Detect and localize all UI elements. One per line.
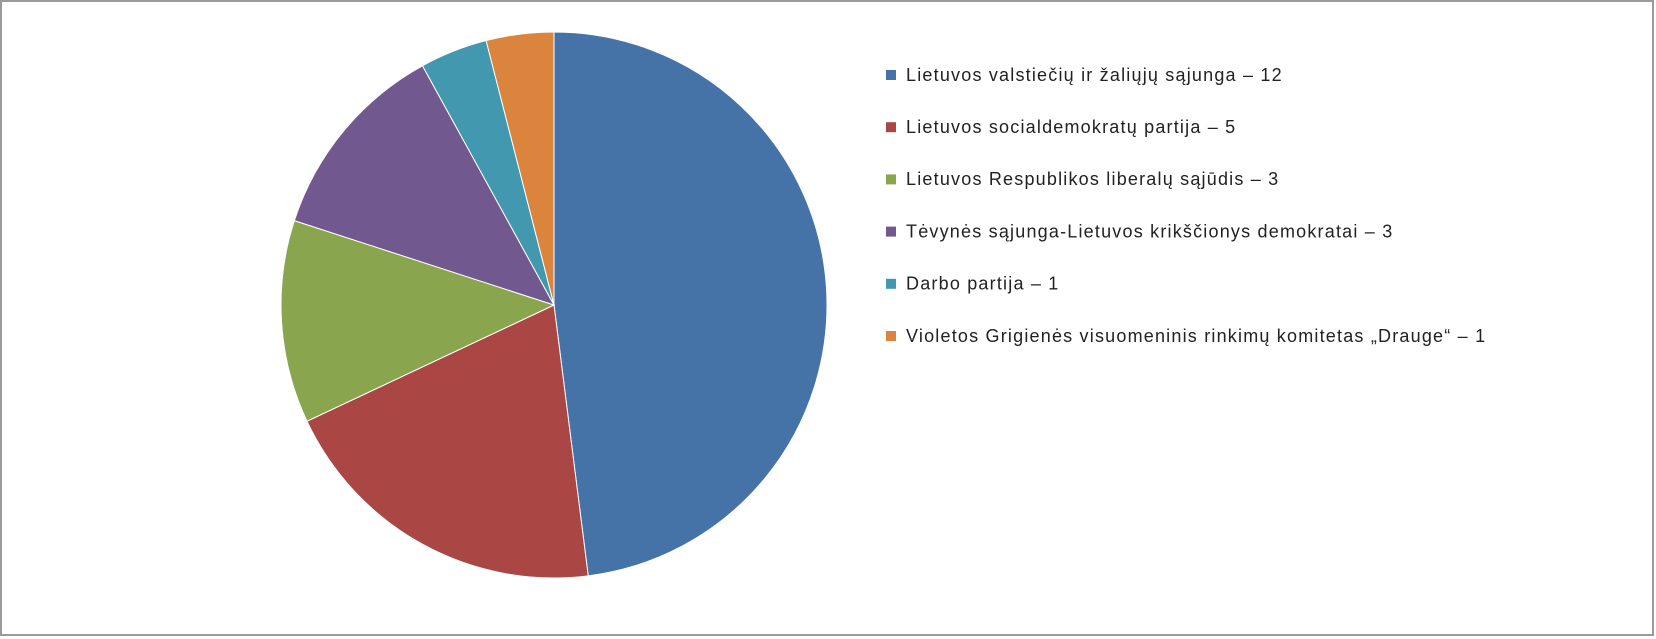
legend-label: Tėvynės sąjunga-Lietuvos krikščionys dem…	[906, 221, 1393, 241]
legend-label: Lietuvos socialdemokratų partija – 5	[906, 117, 1236, 137]
legend-swatch	[886, 331, 896, 341]
legend-swatch	[886, 70, 896, 80]
legend-label: Darbo partija – 1	[906, 274, 1059, 294]
legend-label: Violetos Grigienės visuomeninis rinkimų …	[906, 326, 1486, 346]
legend-label: Lietuvos valstiečių ir žaliųjų sąjunga –…	[906, 65, 1283, 85]
pie-slice	[485, 31, 555, 306]
pie-slice	[553, 31, 828, 577]
legend-swatch	[886, 122, 896, 133]
legend-swatch	[886, 174, 896, 185]
legend-swatch	[886, 226, 896, 237]
pie-slice	[293, 65, 556, 306]
legend-label: Lietuvos Respublikos liberalų sąjūdis – …	[906, 169, 1279, 189]
pie-slice	[306, 304, 589, 579]
legend-swatch	[886, 278, 896, 289]
pie-slice	[280, 220, 556, 422]
